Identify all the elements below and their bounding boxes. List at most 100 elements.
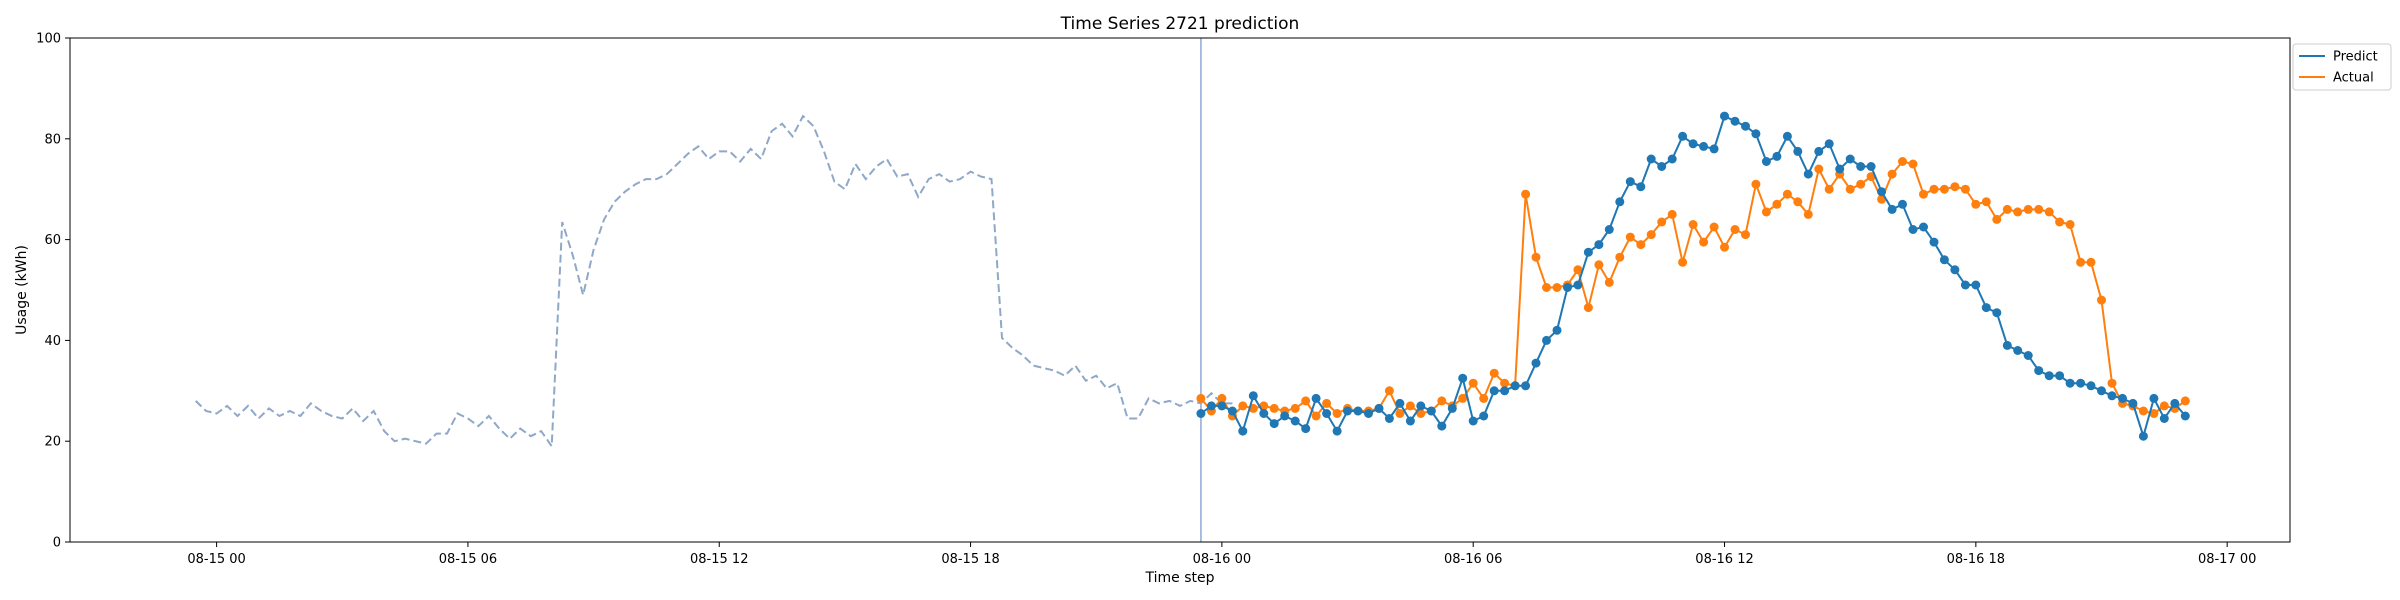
predict-point — [1280, 411, 1290, 421]
predict-point — [1479, 411, 1489, 421]
actual-point — [1332, 409, 1342, 418]
predict-point — [1720, 111, 1729, 121]
predict-point — [1573, 280, 1583, 290]
predict-point — [1521, 381, 1531, 391]
actual-point — [2065, 220, 2075, 229]
predict-point — [1657, 162, 1667, 171]
predict-point — [1552, 325, 1562, 335]
predict-point — [1542, 335, 1551, 345]
x-tick-label: 08-16 06 — [1444, 552, 1502, 567]
actual-point — [1531, 252, 1541, 262]
actual-point — [1887, 169, 1897, 179]
actual-point — [1311, 411, 1321, 421]
actual-point — [1636, 240, 1646, 250]
predict-point — [2013, 346, 2023, 355]
y-tick-label: 60 — [44, 233, 61, 248]
predict-point — [2180, 411, 2190, 421]
x-axis-label: Time step — [1145, 570, 1215, 586]
predict-point — [1322, 409, 1332, 418]
predict-point — [1709, 144, 1719, 154]
predict-point — [1866, 162, 1876, 171]
predict-legend-label: Predict — [2333, 50, 2378, 65]
predict-point — [1751, 129, 1761, 139]
predict-point — [1992, 308, 2002, 318]
actual-point — [1238, 401, 1248, 411]
predict-point — [1364, 409, 1373, 418]
actual-point — [1468, 378, 1478, 388]
actual-line — [1200, 160, 2186, 418]
actual-point — [2034, 204, 2044, 214]
predict-point — [1269, 419, 1279, 429]
actual-point — [1196, 393, 1206, 403]
predict-point — [1468, 416, 1478, 426]
actual-point — [1678, 257, 1688, 267]
predict-point — [1301, 424, 1311, 434]
actual-point — [2086, 257, 2096, 267]
actual-point — [1898, 157, 1907, 166]
x-tick-label: 08-15 12 — [690, 552, 748, 567]
actual-point — [1950, 182, 1960, 192]
predict-point — [1699, 141, 1709, 151]
history-line — [195, 114, 1233, 450]
predict-point — [1971, 280, 1981, 290]
predict-point — [1960, 280, 1970, 290]
actual-point — [1730, 225, 1740, 234]
actual-point — [1646, 230, 1656, 240]
x-tick-label: 08-16 18 — [1947, 552, 2005, 567]
predict-point — [1908, 225, 1918, 234]
actual-point — [2107, 378, 2117, 388]
y-axis-label: Usage (kWh) — [14, 245, 30, 335]
actual-point — [1395, 409, 1405, 418]
predict-point — [2107, 391, 2117, 401]
predict-point — [1510, 381, 1520, 391]
actual-point — [1594, 260, 1604, 270]
actual-point — [1814, 164, 1824, 174]
actual-point — [1688, 220, 1698, 229]
x-tick-label: 08-16 12 — [1695, 552, 1753, 567]
actual-point — [2180, 396, 2190, 406]
actual-point — [1824, 184, 1834, 194]
predict-point — [2055, 371, 2065, 381]
actual-point — [2159, 401, 2169, 411]
predict-point — [1343, 406, 1352, 416]
predict-point — [1877, 187, 1887, 197]
actual-point — [1845, 184, 1855, 194]
actual-point — [2023, 204, 2033, 214]
actual-point — [1772, 199, 1782, 209]
predict-point — [1919, 222, 1928, 232]
actual-point — [1384, 386, 1394, 396]
actual-point — [1981, 197, 1991, 207]
predict-point — [2138, 431, 2148, 441]
predict-point — [1981, 303, 1991, 313]
predict-point — [1311, 393, 1321, 403]
actual-point — [1960, 184, 1970, 194]
predict-point — [2170, 398, 2180, 408]
predict-point — [1594, 240, 1604, 250]
predict-point — [1730, 116, 1740, 126]
predict-point — [1489, 386, 1499, 396]
actual-point — [1542, 283, 1551, 292]
actual-point — [1751, 179, 1761, 189]
actual-point — [1741, 230, 1750, 240]
predict-point — [1196, 409, 1206, 418]
predict-point — [1238, 426, 1248, 436]
actual-point — [1667, 209, 1677, 219]
actual-point — [1604, 277, 1614, 287]
actual-point — [1971, 199, 1981, 209]
predict-point — [1741, 121, 1750, 131]
predict-point — [1824, 139, 1834, 149]
predict-point — [1814, 146, 1824, 156]
predict-point — [1950, 265, 1960, 275]
chart-title: Time Series 2721 prediction — [1060, 14, 1300, 34]
x-tick-label: 08-15 00 — [187, 552, 245, 567]
predict-point — [1500, 386, 1510, 396]
actual-point — [1301, 396, 1311, 406]
predict-point — [2065, 378, 2075, 388]
actual-point — [1908, 159, 1918, 169]
actual-point — [1479, 393, 1489, 403]
x-tick-label: 08-15 18 — [941, 552, 999, 567]
predict-point — [1761, 157, 1771, 166]
predict-point — [1803, 169, 1813, 179]
actual-point — [2044, 207, 2054, 217]
predict-point — [2086, 381, 2096, 391]
